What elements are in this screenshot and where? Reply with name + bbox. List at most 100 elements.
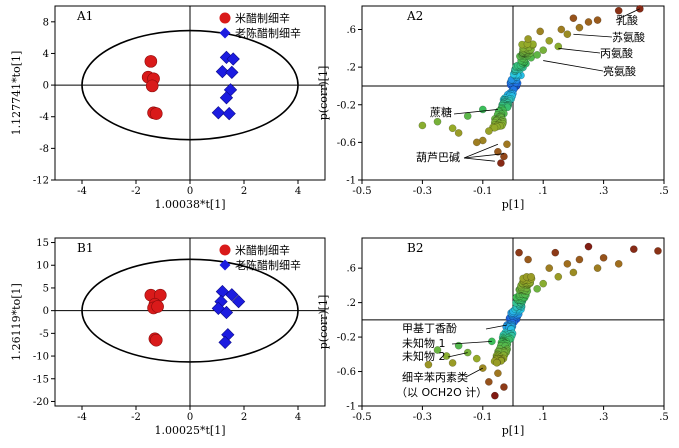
variable-point: [524, 35, 532, 43]
variable-point: [629, 245, 638, 254]
data-point: [225, 288, 239, 302]
variable-point: [448, 124, 457, 133]
x-tick-label: 0: [187, 412, 193, 423]
y-tick-label: -20: [33, 397, 49, 408]
annotation-label: 甲基丁香酚: [402, 321, 457, 335]
annotation-label: 未知物 1: [402, 336, 446, 350]
variable-point: [545, 264, 554, 273]
variable-point: [533, 51, 542, 59]
data-point: [225, 65, 239, 80]
hotelling-ellipse: [81, 258, 299, 363]
variable-point: [491, 391, 499, 400]
variable-point: [593, 264, 602, 273]
variable-point: [599, 253, 608, 262]
x-tick-label: .1: [538, 186, 548, 197]
splot-A2: -0.5 -0.3 -0.1 .1 .3 .5 -1 -0.6 -0.2 .2 .6 p[1] p(co…: [317, 4, 669, 211]
x-tick-label: .1: [538, 412, 548, 423]
variable-point: [575, 255, 584, 264]
y-axis-label: p(corr)[1]: [317, 295, 330, 350]
x-tick-label: -0.1: [473, 412, 492, 423]
annotation-leader: [463, 157, 495, 162]
x-tick-label: -0.1: [473, 186, 492, 197]
hotelling-ellipse: [81, 29, 299, 141]
x-tick-label: .3: [599, 186, 609, 197]
annotation-leader: [453, 109, 498, 115]
y-tick-label: -10: [33, 352, 49, 363]
variable-point: [497, 159, 505, 167]
variable-point: [478, 105, 487, 114]
x-tick-label: -2: [131, 412, 141, 423]
x-tick-label: -0.5: [352, 412, 371, 423]
legend-label: 米醋制细辛: [235, 243, 290, 257]
x-axis-label: p[1]: [502, 198, 525, 211]
y-tick-label: -1: [346, 176, 356, 187]
variable-point: [484, 378, 493, 386]
variable-point: [557, 25, 566, 34]
x-tick-label: 2: [241, 186, 247, 197]
data-point: [151, 300, 164, 313]
y-tick-label: 10: [36, 261, 49, 272]
y-tick-label: -12: [33, 176, 49, 187]
y-tick-label: -0.6: [337, 367, 356, 378]
variable-point: [494, 369, 502, 378]
annotation-label: 细辛苯丙素类: [402, 370, 468, 384]
panel-label: B1: [77, 241, 93, 255]
variable-point: [551, 248, 560, 257]
variable-point: [593, 16, 602, 24]
data-point: [222, 106, 236, 121]
y-tick-label: .6: [346, 25, 356, 36]
variable-point: [448, 359, 457, 367]
variable-points: [424, 242, 662, 400]
legend-marker: [219, 259, 231, 271]
legend-label: 米醋制细辛: [235, 11, 290, 25]
variable-point: [575, 23, 584, 32]
y-tick-label: 5: [43, 283, 49, 294]
panel-label: A1: [76, 9, 93, 23]
variable-point: [472, 138, 481, 147]
annotation-label: 丙氨酸: [600, 46, 633, 60]
annotation-leader: [463, 153, 504, 159]
variable-point: [494, 147, 502, 156]
score-plot-B1: -4 -2 0 2 4-20-15-10-50510151.00025*t[1]1.26…: [10, 237, 326, 437]
variable-point: [492, 358, 501, 367]
legend-marker: [219, 27, 231, 39]
variable-point: [433, 117, 442, 126]
variable-point: [584, 242, 593, 251]
data-point: [144, 55, 158, 68]
variable-point: [584, 18, 593, 26]
variable-point: [614, 259, 623, 268]
y-tick-label: -0.6: [337, 138, 356, 149]
x-tick-label: -2: [131, 186, 141, 197]
score-plot-A1: -4 -2 0 2 4 -12 -8 -4 0 4 8 1.00038*t[1] 1.127741*to…: [10, 5, 326, 211]
x-tick-label: -0.3: [413, 186, 432, 197]
legend-label: 老陈醋制细辛: [235, 258, 301, 272]
x-tick-label: 4: [295, 412, 301, 423]
variable-point: [503, 140, 511, 149]
annotation-leader: [447, 352, 468, 358]
variable-point: [533, 284, 542, 293]
y-tick-label: .2: [346, 298, 356, 309]
y-tick-label: 8: [43, 17, 49, 28]
x-tick-label: 4: [295, 186, 301, 197]
y-tick-label: .2: [346, 63, 356, 74]
variable-point: [563, 259, 572, 268]
y-axis-label: p(corr)[1]: [317, 66, 330, 121]
data-point: [231, 294, 246, 309]
x-tick-label: -0.5: [352, 186, 371, 197]
annotation-leader: [573, 33, 613, 38]
variable-point: [554, 272, 563, 281]
data-point: [219, 305, 234, 320]
panel-label: A2: [406, 9, 423, 23]
data-point: [211, 106, 225, 120]
x-axis-label: p[1]: [502, 424, 525, 437]
variable-point: [614, 6, 623, 15]
y-tick-label: 0: [43, 306, 49, 317]
variable-point: [515, 248, 523, 257]
variable-point: [539, 46, 548, 55]
legend-label: 老陈醋制细辛: [235, 26, 301, 40]
variable-point: [569, 14, 578, 23]
x-tick-label: -0.3: [413, 412, 432, 423]
variable-point: [490, 123, 499, 132]
